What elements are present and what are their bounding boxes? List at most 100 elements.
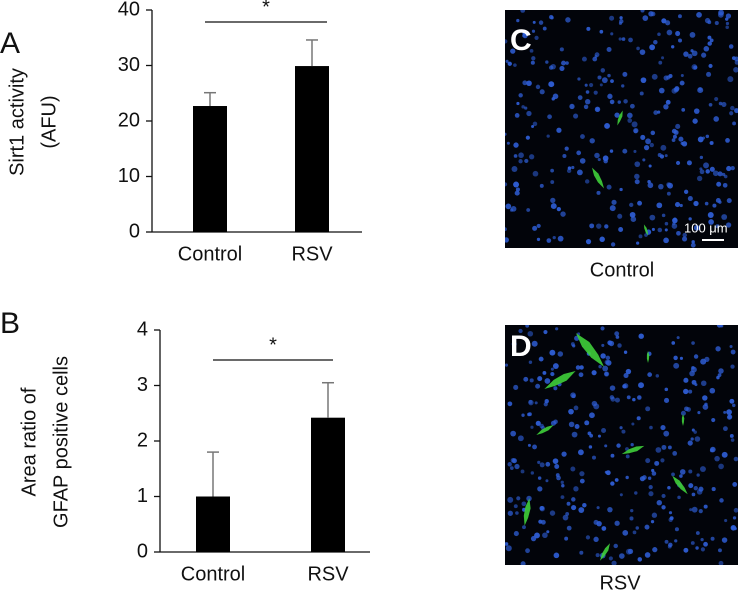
- nucleus: [550, 371, 555, 377]
- gfap-cell: [600, 543, 610, 561]
- nucleus: [593, 90, 598, 95]
- nucleus: [505, 182, 508, 187]
- nucleus: [550, 180, 555, 184]
- nucleus: [721, 451, 728, 458]
- y-tick-label: 0: [137, 540, 148, 562]
- nucleus: [699, 466, 706, 473]
- micrograph-control: [505, 10, 738, 248]
- nucleus: [511, 341, 517, 347]
- gfap-cell: [536, 425, 554, 435]
- nucleus: [609, 99, 615, 105]
- nucleus: [667, 445, 672, 450]
- nucleus: [679, 474, 683, 478]
- nucleus: [568, 421, 575, 428]
- nucleus: [514, 113, 520, 118]
- nucleus: [542, 371, 547, 375]
- nucleus: [708, 63, 713, 69]
- nucleus: [674, 202, 681, 208]
- nucleus: [521, 501, 527, 507]
- nucleus: [689, 508, 693, 512]
- nucleus: [571, 505, 577, 511]
- nucleus: [608, 340, 615, 347]
- gfap-cell: [544, 371, 576, 389]
- nucleus: [664, 221, 669, 226]
- nucleus: [545, 461, 551, 467]
- nucleus: [579, 365, 584, 370]
- nucleus: [629, 202, 634, 208]
- nucleus: [609, 15, 615, 21]
- nucleus: [560, 495, 565, 500]
- nucleus: [704, 201, 709, 206]
- nucleus: [585, 239, 592, 245]
- nucleus: [580, 134, 585, 139]
- nucleus: [530, 535, 537, 542]
- nucleus: [513, 531, 519, 537]
- nucleus: [545, 60, 549, 64]
- y-axis-label: (AFU): [38, 95, 60, 148]
- nucleus: [613, 543, 618, 549]
- bar: [311, 417, 345, 552]
- nucleus: [645, 458, 651, 464]
- nucleus: [564, 146, 569, 151]
- gfap-cell: [621, 445, 645, 455]
- nucleus: [645, 406, 651, 412]
- nucleus: [569, 103, 575, 110]
- nucleus: [550, 168, 554, 173]
- nucleus: [627, 112, 633, 119]
- nucleus: [697, 411, 701, 415]
- nucleus: [715, 197, 721, 203]
- nucleus: [535, 84, 541, 90]
- nucleus: [517, 435, 524, 442]
- nucleus: [708, 219, 714, 225]
- nucleus: [636, 241, 640, 245]
- nucleus: [545, 479, 549, 483]
- nucleus: [630, 509, 634, 513]
- nucleus: [650, 520, 655, 524]
- nucleus: [661, 18, 667, 24]
- nucleus: [647, 372, 653, 378]
- nucleus: [728, 44, 734, 49]
- nucleus: [548, 65, 554, 70]
- nucleus: [680, 74, 684, 78]
- nucleus: [617, 100, 621, 104]
- gfap-cell: [681, 414, 685, 426]
- nucleus: [579, 478, 585, 484]
- nucleus: [622, 71, 628, 77]
- nucleus: [656, 500, 662, 506]
- nucleus: [679, 80, 685, 86]
- nucleus: [693, 108, 700, 114]
- nucleus: [691, 50, 698, 57]
- nucleus: [587, 431, 592, 436]
- nucleus: [726, 414, 733, 420]
- nucleus: [505, 545, 512, 552]
- nucleus: [554, 464, 560, 469]
- nucleus: [721, 214, 728, 220]
- nucleus: [734, 108, 738, 114]
- nucleus: [567, 166, 572, 170]
- nucleus: [607, 73, 611, 78]
- nucleus: [593, 519, 599, 525]
- nucleus: [678, 136, 684, 142]
- nucleus: [667, 544, 672, 549]
- nucleus: [651, 471, 657, 476]
- nucleus: [640, 10, 645, 13]
- nucleus: [683, 377, 689, 383]
- nucleus: [649, 142, 654, 148]
- error-bar: [306, 39, 318, 67]
- nucleus: [621, 37, 626, 41]
- nucleus: [539, 423, 544, 429]
- nucleus: [510, 430, 517, 437]
- nucleus: [539, 505, 546, 512]
- nucleus: [564, 536, 569, 541]
- nucleus: [654, 460, 660, 466]
- nucleus: [688, 217, 692, 221]
- nucleus: [717, 12, 724, 18]
- nucleus: [668, 511, 673, 515]
- nucleus: [516, 18, 520, 23]
- nucleus: [599, 236, 605, 242]
- nucleus: [561, 60, 566, 66]
- nucleus: [522, 80, 528, 86]
- x-tick-label: RSV: [291, 243, 333, 265]
- y-tick-label: 2: [137, 429, 148, 451]
- nucleus: [581, 56, 587, 62]
